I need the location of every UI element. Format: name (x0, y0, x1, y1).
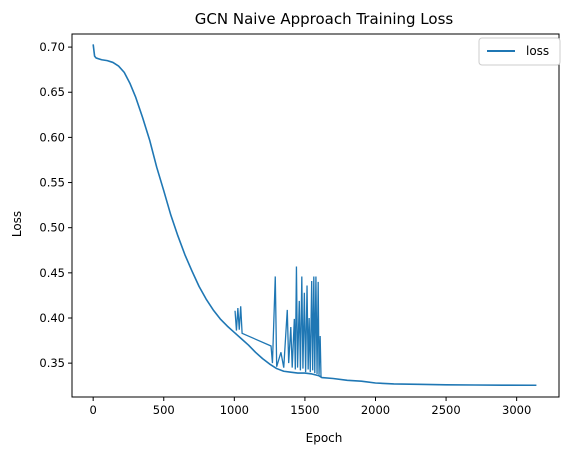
series-spikes-loss (234, 266, 322, 377)
y-tick-label: 0.50 (39, 221, 65, 235)
y-tick-label: 0.40 (39, 311, 65, 325)
y-tick-label: 0.65 (39, 85, 65, 99)
y-tick-label: 0.35 (39, 356, 65, 370)
y-tick-label: 0.45 (39, 266, 65, 280)
plot-area (92, 44, 537, 387)
x-tick-label: 1500 (290, 403, 319, 417)
axes-frame (71, 33, 560, 398)
legend-box (478, 37, 561, 66)
series-line-loss (92, 44, 537, 387)
x-tick-label: 0 (90, 403, 97, 417)
x-axis-label: Epoch (306, 431, 343, 445)
y-tick-label: 0.60 (39, 130, 65, 144)
axes: 0 500 1000 1500 2000 2500 3000 0.35 0.40 0.45 0.50… (39, 33, 560, 417)
x-tick-label: 3000 (502, 403, 531, 417)
x-tick-label: 1000 (220, 403, 249, 417)
legend: loss (478, 37, 561, 66)
chart-title: GCN Naive Approach Training Loss (195, 10, 454, 28)
y-tick-label: 0.55 (39, 176, 65, 190)
x-tick-label: 2000 (361, 403, 390, 417)
y-tick-label: 0.70 (39, 40, 65, 54)
legend-label-loss: loss (526, 44, 549, 58)
x-tick-label: 500 (153, 403, 175, 417)
x-tick-label: 2500 (431, 403, 460, 417)
y-axis-label: Loss (10, 211, 24, 237)
